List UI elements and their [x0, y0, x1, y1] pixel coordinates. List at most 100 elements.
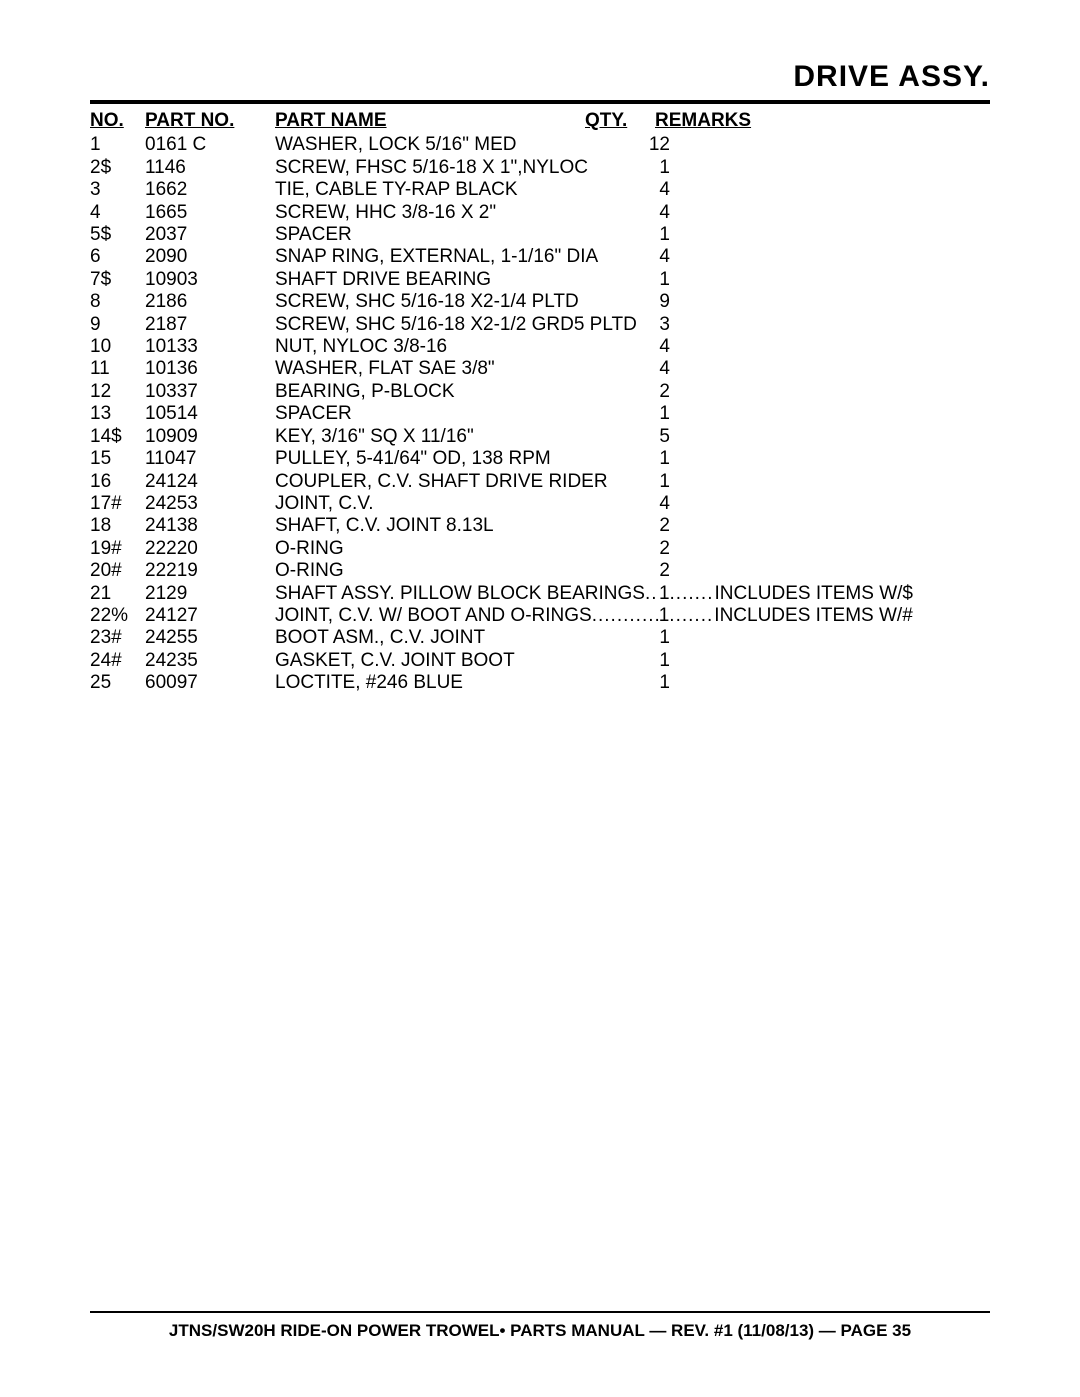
- cell-part: 10133: [145, 336, 275, 358]
- cell-part: 0161 C: [145, 134, 275, 156]
- table-row: 10161 CWASHER, LOCK 5/16" MED12: [90, 134, 990, 156]
- cell-no: 12: [90, 381, 145, 403]
- cell-no: 24#: [90, 650, 145, 672]
- cell-qty-wrap: 4: [585, 202, 670, 224]
- cell-name: O-RING: [275, 538, 585, 560]
- cell-name: JOINT, C.V. W/ BOOT AND O-RINGS: [275, 605, 592, 626]
- cell-part: 24253: [145, 493, 275, 515]
- table-row: 2560097LOCTITE, #246 BLUE1: [90, 672, 990, 694]
- cell-qty: 1: [635, 627, 670, 649]
- table-row: 14$10909KEY, 3/16" SQ X 11/16"5: [90, 426, 990, 448]
- cell-qty: 1: [659, 583, 670, 604]
- cell-no: 17#: [90, 493, 145, 515]
- table-body: 10161 CWASHER, LOCK 5/16" MED122$1146SCR…: [90, 134, 990, 694]
- table-row: 1824138SHAFT, C.V. JOINT 8.13L2: [90, 515, 990, 537]
- cell-name: NUT, NYLOC 3/8-16: [275, 336, 585, 358]
- table-row: 20#22219O-RING 2: [90, 560, 990, 582]
- cell-flow: JOINT, C.V. W/ BOOT AND O-RINGS1INCLUDES…: [275, 605, 913, 627]
- cell-name: KEY, 3/16" SQ X 11/16": [275, 426, 585, 448]
- cell-qty-wrap: 2: [585, 538, 670, 560]
- cell-part: 2037: [145, 224, 275, 246]
- cell-name: SCREW, SHC 5/16-18 X2-1/4 PLTD: [275, 291, 585, 313]
- table-row: 2$1146SCREW, FHSC 5/16-18 X 1",NYLOC1: [90, 157, 990, 179]
- cell-name: LOCTITE, #246 BLUE: [275, 672, 585, 694]
- cell-qty: 4: [635, 246, 670, 268]
- cell-no: 7$: [90, 269, 145, 291]
- cell-no: 4: [90, 202, 145, 224]
- cell-qty: 1: [635, 650, 670, 672]
- cell-no: 6: [90, 246, 145, 268]
- cell-no: 16: [90, 471, 145, 493]
- cell-part: 2090: [145, 246, 275, 268]
- cell-qty-wrap: 4: [585, 358, 670, 380]
- table-row: 1210337BEARING, P-BLOCK2: [90, 381, 990, 403]
- col-header-name: PART NAME: [275, 110, 585, 132]
- cell-no: 9: [90, 314, 145, 336]
- cell-qty: 4: [635, 179, 670, 201]
- cell-name: BEARING, P-BLOCK: [275, 381, 585, 403]
- footer-rule: [90, 1311, 990, 1313]
- cell-qty: 2: [635, 560, 670, 582]
- cell-part: 24124: [145, 471, 275, 493]
- cell-qty-wrap: 4: [585, 336, 670, 358]
- cell-qty: 1: [635, 224, 670, 246]
- cell-qty: 1: [635, 403, 670, 425]
- cell-qty: 9: [635, 291, 670, 313]
- footer-text: JTNS/SW20H RIDE-ON POWER TROWEL• PARTS M…: [169, 1321, 911, 1340]
- cell-qty-wrap: 4: [585, 179, 670, 201]
- cell-name: SCREW, FHSC 5/16-18 X 1",NYLOC: [275, 157, 585, 179]
- table-row: 1110136WASHER, FLAT SAE 3/8"4: [90, 358, 990, 380]
- cell-qty-wrap: 1: [585, 269, 670, 291]
- cell-qty-wrap: 1: [585, 157, 670, 179]
- cell-part: 22219: [145, 560, 275, 582]
- cell-qty-wrap: 3: [585, 314, 670, 336]
- cell-no: 11: [90, 358, 145, 380]
- cell-part: 1146: [145, 157, 275, 179]
- table-row: 7$10903SHAFT DRIVE BEARING1: [90, 269, 990, 291]
- col-header-remarks: REMARKS: [655, 110, 751, 132]
- cell-name: O-RING: [275, 560, 585, 582]
- leader-dots: [670, 583, 715, 605]
- table-header-row: NO. PART NO. PART NAME QTY. REMARKS: [90, 110, 990, 132]
- cell-part: 24138: [145, 515, 275, 537]
- table-row: 19#22220O-RING2: [90, 538, 990, 560]
- cell-name: WASHER, FLAT SAE 3/8": [275, 358, 585, 380]
- cell-qty-wrap: 1: [585, 448, 670, 470]
- cell-part: 10514: [145, 403, 275, 425]
- cell-name: COUPLER, C.V. SHAFT DRIVE RIDER: [275, 471, 585, 493]
- table-row: 22%24127JOINT, C.V. W/ BOOT AND O-RINGS1…: [90, 605, 990, 627]
- cell-qty-wrap: 1: [585, 403, 670, 425]
- cell-name: SHAFT ASSY. PILLOW BLOCK BEARINGS: [275, 583, 645, 604]
- table-row: 23#24255BOOT ASM., C.V. JOINT1: [90, 627, 990, 649]
- cell-remarks: INCLUDES ITEMS W/$: [715, 583, 913, 604]
- cell-name: BOOT ASM., C.V. JOINT: [275, 627, 585, 649]
- cell-part: 10903: [145, 269, 275, 291]
- cell-name: WASHER, LOCK 5/16" MED: [275, 134, 585, 156]
- cell-part: 2186: [145, 291, 275, 313]
- table-row: 31662TIE, CABLE TY-RAP BLACK4: [90, 179, 990, 201]
- cell-no: 20#: [90, 560, 145, 582]
- cell-qty: 2: [635, 515, 670, 537]
- cell-qty-wrap: 2: [585, 381, 670, 403]
- table-row: 24#24235GASKET, C.V. JOINT BOOT1: [90, 650, 990, 672]
- cell-no: 5$: [90, 224, 145, 246]
- parts-table: NO. PART NO. PART NAME QTY. REMARKS 1 016…: [90, 110, 990, 695]
- page-title: DRIVE ASSY.: [90, 60, 990, 94]
- cell-name: GASKET, C.V. JOINT BOOT: [275, 650, 585, 672]
- cell-no: 18: [90, 515, 145, 537]
- cell-qty: 1: [635, 672, 670, 694]
- cell-part: 1662: [145, 179, 275, 201]
- cell-part: 22220: [145, 538, 275, 560]
- cell-qty: 1: [635, 269, 670, 291]
- col-header-no: NO.: [90, 110, 145, 132]
- cell-no: 15: [90, 448, 145, 470]
- cell-qty: 4: [635, 493, 670, 515]
- cell-qty: 5: [635, 426, 670, 448]
- cell-qty: 2: [635, 538, 670, 560]
- cell-no: 21: [90, 583, 145, 605]
- cell-qty-wrap: 12: [585, 134, 670, 156]
- cell-qty: 1: [635, 448, 670, 470]
- col-header-part: PART NO.: [145, 110, 275, 132]
- cell-qty: 12: [635, 134, 670, 156]
- table-row: 1511047PULLEY, 5-41/64" OD, 138 RPM1: [90, 448, 990, 470]
